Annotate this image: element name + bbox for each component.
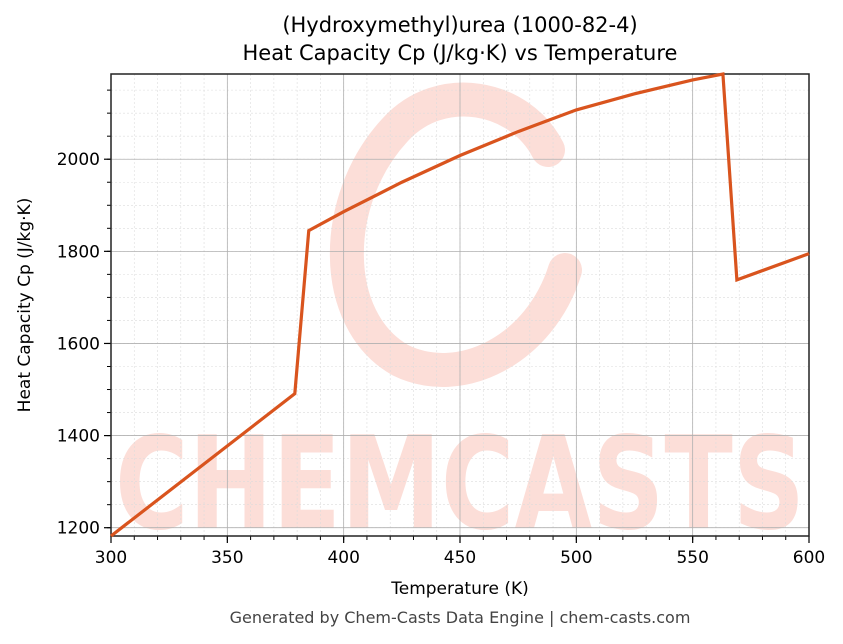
y-tick-label: 1400 — [57, 427, 100, 447]
footer-credit: Generated by Chem-Casts Data Engine | ch… — [229, 608, 691, 627]
y-axis-label: Heat Capacity Cp (J/kg·K) — [15, 198, 35, 413]
cp-series-line — [110, 72, 810, 538]
y-tick-label: 1800 — [57, 242, 100, 262]
plot-frame — [110, 73, 810, 537]
y-tick-label: 2000 — [57, 150, 100, 170]
x-tick-label: 550 — [676, 548, 708, 568]
watermark-c-arc — [329, 82, 582, 387]
x-tick-label: 350 — [211, 548, 243, 568]
x-tick-label: 300 — [95, 548, 127, 568]
x-tick-label: 600 — [793, 548, 825, 568]
x-tick-label: 400 — [327, 548, 359, 568]
x-tick-label: 500 — [560, 548, 592, 568]
y-tick-label: 1200 — [57, 519, 100, 539]
chart-title-line-2: Heat Capacity Cp (J/kg·K) vs Temperature — [242, 41, 678, 65]
chart-title-line-1: (Hydroxymethyl)urea (1000-82-4) — [282, 13, 638, 37]
x-tick-label: 450 — [444, 548, 476, 568]
y-tick-label: 1600 — [57, 334, 100, 354]
x-axis-label: Temperature (K) — [390, 579, 529, 599]
